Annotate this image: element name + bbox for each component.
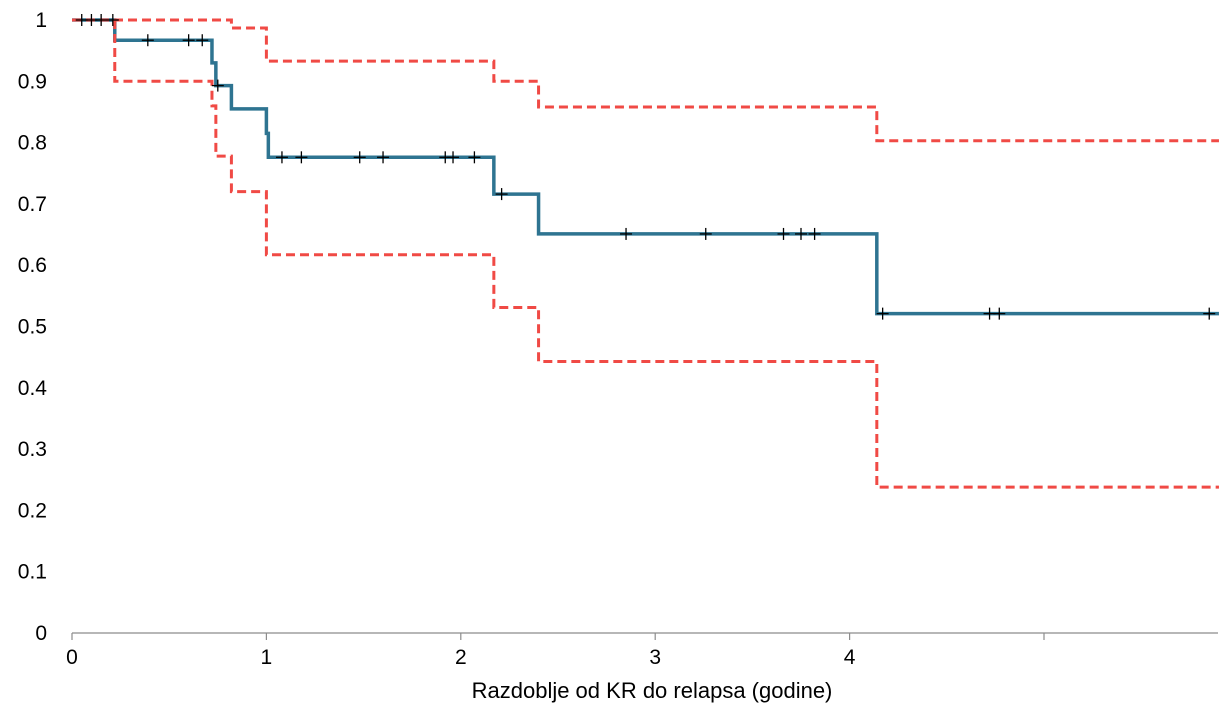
censor-mark (106, 14, 119, 26)
y-tick-label: 0.2 (18, 499, 47, 522)
y-tick-label: 0.4 (18, 377, 48, 400)
x-tick-label: 0 (66, 646, 78, 669)
censor-mark (295, 151, 308, 164)
x-ticks: 0 1 2 3 4 (66, 633, 1045, 669)
y-tick-label: 1 (35, 9, 47, 32)
censor-mark (353, 151, 366, 164)
y-tick-label: 0.3 (18, 438, 47, 461)
y-tick-label: 0 (35, 622, 47, 645)
survival-curve (72, 18, 1219, 316)
censor-mark (447, 151, 460, 164)
x-tick-label: 3 (649, 646, 661, 669)
x-tick-label: 1 (261, 646, 273, 669)
censor-mark (468, 151, 481, 164)
y-tick-label: 0.9 (18, 70, 47, 93)
censor-mark (993, 307, 1006, 320)
censor-mark (876, 307, 889, 320)
censor-mark (620, 227, 633, 240)
x-axis-title: Razdoblje od KR do relapsa (godine) (472, 678, 833, 703)
ci-lower-curve (113, 20, 1219, 489)
y-tick-label: 0.5 (18, 316, 47, 339)
series-group (72, 18, 1219, 489)
y-tick-labels: 0 0.1 0.2 0.3 0.4 0.5 0.6 0.7 0.8 0.9 1 (18, 9, 48, 645)
censor-mark (182, 34, 195, 47)
x-tick-label: 2 (455, 646, 467, 669)
y-tick-label: 0.8 (18, 132, 47, 155)
censor-mark (777, 227, 790, 240)
censor-mark (95, 14, 108, 26)
censor-marks (75, 14, 1216, 320)
censor-mark (495, 188, 508, 201)
censor-mark (141, 34, 154, 47)
censor-mark (196, 34, 209, 47)
ci-upper-curve (72, 18, 1219, 143)
censor-mark (1203, 307, 1216, 320)
x-tick-label: 4 (844, 646, 856, 669)
y-tick-label: 0.7 (18, 193, 47, 216)
censor-mark (699, 227, 712, 240)
censor-mark (211, 79, 224, 92)
y-tick-label: 0.1 (18, 561, 47, 584)
censor-mark (275, 151, 288, 164)
censor-mark (795, 227, 807, 240)
y-tick-label: 0.6 (18, 254, 47, 277)
censor-mark (377, 151, 390, 164)
censor-mark (808, 227, 821, 240)
